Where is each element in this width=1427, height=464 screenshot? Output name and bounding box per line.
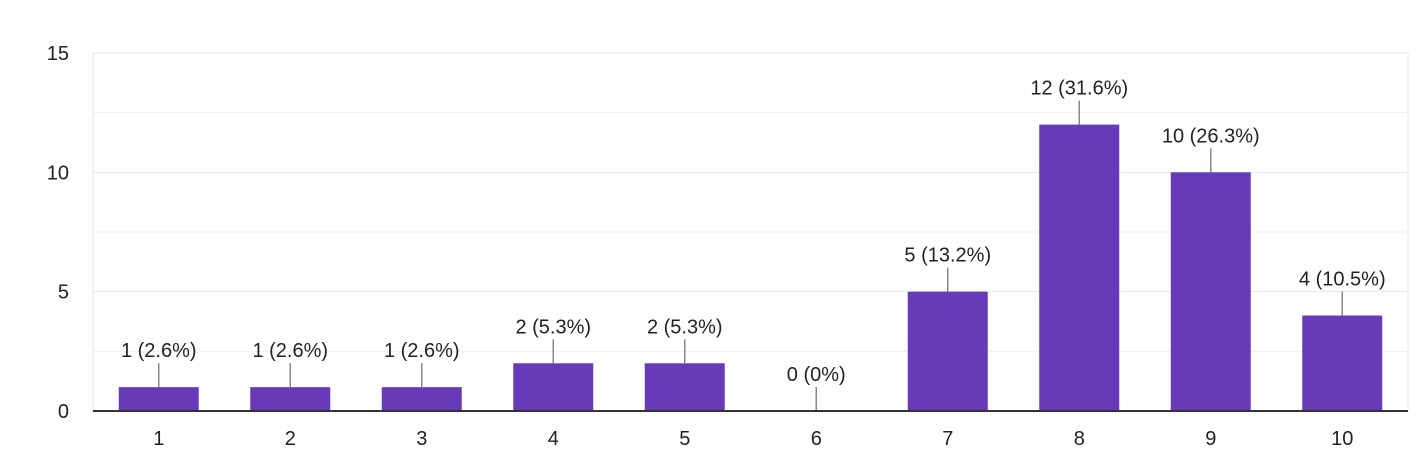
data-label: 1 (2.6%) bbox=[252, 340, 328, 362]
bar bbox=[1170, 172, 1251, 411]
x-tick-label: 9 bbox=[1205, 428, 1216, 450]
bar bbox=[1302, 315, 1383, 411]
x-tick-label: 10 bbox=[1331, 428, 1353, 450]
x-tick-label: 6 bbox=[811, 428, 822, 450]
bar bbox=[644, 363, 725, 411]
data-label: 2 (5.3%) bbox=[515, 316, 591, 338]
data-label: 5 (13.2%) bbox=[904, 245, 991, 267]
data-label: 2 (5.3%) bbox=[647, 316, 723, 338]
data-label: 1 (2.6%) bbox=[384, 340, 460, 362]
data-label: 4 (10.5%) bbox=[1299, 269, 1386, 291]
data-label: 10 (26.3%) bbox=[1162, 125, 1260, 147]
data-label: 1 (2.6%) bbox=[121, 340, 197, 362]
x-tick-label: 8 bbox=[1074, 428, 1085, 450]
bar bbox=[1039, 124, 1120, 411]
y-tick-label: 5 bbox=[58, 282, 69, 304]
x-tick-label: 4 bbox=[548, 428, 559, 450]
x-tick-label: 7 bbox=[942, 428, 953, 450]
data-label: 0 (0%) bbox=[787, 364, 846, 386]
y-tick-label: 10 bbox=[47, 162, 69, 184]
x-tick-label: 3 bbox=[416, 428, 427, 450]
bar bbox=[907, 291, 988, 411]
y-tick-label: 0 bbox=[58, 401, 69, 423]
data-label: 12 (31.6%) bbox=[1030, 78, 1128, 100]
bar bbox=[250, 387, 331, 411]
x-tick-label: 5 bbox=[679, 428, 690, 450]
y-tick-label: 15 bbox=[47, 43, 69, 65]
bar bbox=[381, 387, 462, 411]
axis-layer: 0 5 10 15 1 2 3 4 5 6 7 8 9 10 bbox=[47, 43, 1408, 450]
bars-layer bbox=[118, 124, 1383, 411]
x-tick-label: 2 bbox=[285, 428, 296, 450]
data-labels-layer: 1 (2.6%) 1 (2.6%) 1 (2.6%) 2 (5.3%) 2 (5.3%)… bbox=[121, 78, 1386, 411]
bar bbox=[118, 387, 199, 411]
x-tick-label: 1 bbox=[153, 428, 164, 450]
bar bbox=[513, 363, 594, 411]
